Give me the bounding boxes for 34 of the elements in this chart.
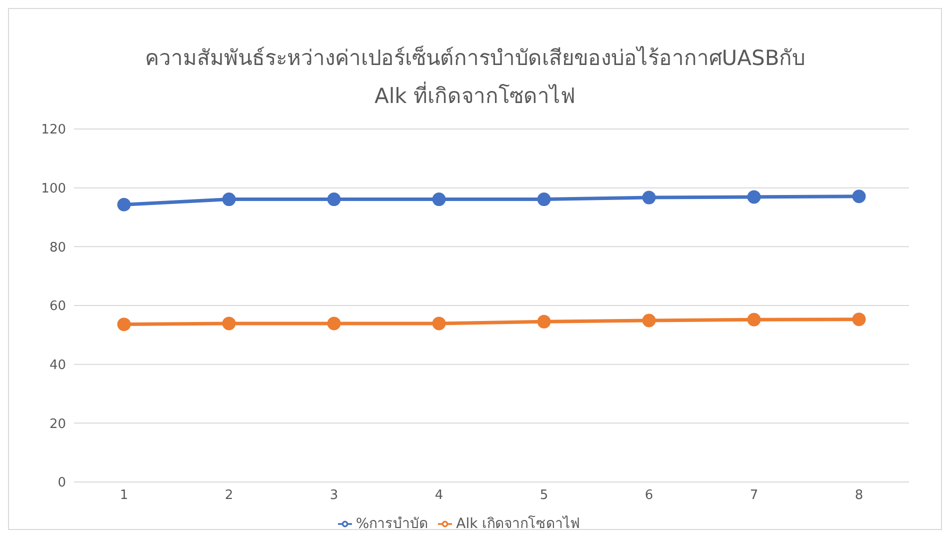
- y-tick-label: 40: [49, 358, 66, 373]
- y-tick-label: 0: [58, 476, 66, 491]
- point: [117, 198, 131, 212]
- x-tick-label: 1: [120, 488, 128, 504]
- x-tick-label: 3: [330, 488, 338, 504]
- point: [432, 192, 446, 206]
- point: [852, 312, 866, 326]
- y-tick-label: 100: [41, 181, 66, 196]
- y-tick-label: 80: [49, 240, 66, 256]
- y-tick-label: 20: [49, 416, 66, 432]
- point: [222, 316, 236, 330]
- x-tick-label: 7: [750, 488, 758, 504]
- point: [537, 314, 551, 328]
- point: [117, 318, 131, 332]
- legend-label: Alk เกิดจากโซดาไฟ: [456, 516, 580, 532]
- point: [642, 190, 656, 204]
- legend-label: %การบำบัด: [356, 516, 428, 532]
- x-tick-label: 5: [540, 488, 548, 504]
- x-tick-label: 6: [644, 488, 654, 504]
- point: [327, 192, 341, 206]
- point: [222, 192, 236, 206]
- point: [537, 192, 551, 206]
- y-tick-label: 60: [49, 299, 66, 314]
- point: [852, 190, 866, 204]
- x-tick-label: 2: [224, 488, 234, 504]
- x-tick-label: 4: [434, 488, 444, 504]
- point: [747, 190, 761, 204]
- chart-title: ความสัมพันธ์ระหว่างค่าเปอร์เซ็นต์การบำบัดเสียของบ่อไร้อากาศUASBกับ Alk ที่เกิดจากโซดาไฟ: [144, 44, 806, 110]
- x-tick-label: 8: [854, 488, 864, 504]
- y-tick-label: 120: [41, 122, 66, 138]
- point: [327, 316, 341, 330]
- point: [642, 314, 656, 328]
- point: [432, 316, 446, 330]
- point: [747, 312, 761, 326]
